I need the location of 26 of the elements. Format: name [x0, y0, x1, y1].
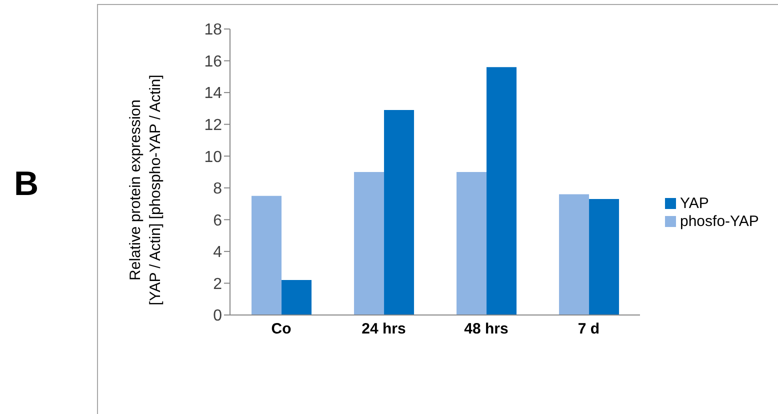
y-tick-label: 2 — [213, 276, 222, 293]
y-axis-title: Relative protein expression [YAP / Actin] [phospho-YAP / Actin] — [127, 74, 164, 306]
y-tick-label: 10 — [204, 148, 222, 166]
bar — [282, 280, 312, 315]
y-tick-label: 6 — [213, 212, 222, 230]
bar — [456, 172, 487, 315]
bar — [384, 110, 414, 315]
y-tick-label: 14 — [204, 85, 222, 102]
y-tick-label: 8 — [213, 180, 222, 198]
y-tick-label: 12 — [204, 117, 222, 134]
x-tick-label: 24 hrs — [362, 320, 406, 338]
x-tick-label: Co — [271, 320, 292, 338]
bar — [252, 196, 282, 315]
x-tick-label: 7 d — [578, 320, 600, 338]
legend-label: YAP — [680, 195, 709, 212]
x-tick-label: 48 hrs — [464, 320, 508, 338]
bar — [486, 67, 517, 315]
y-tick-label: 18 — [204, 22, 222, 39]
bar — [589, 199, 620, 315]
bar — [559, 194, 590, 315]
text: B — [14, 165, 39, 204]
bar — [354, 172, 384, 315]
y-tick-label: 16 — [204, 53, 222, 70]
y-tick-label: 0 — [213, 308, 222, 325]
legend-label: phosfo-YAP — [680, 213, 759, 230]
y-tick-label: 4 — [213, 244, 222, 262]
